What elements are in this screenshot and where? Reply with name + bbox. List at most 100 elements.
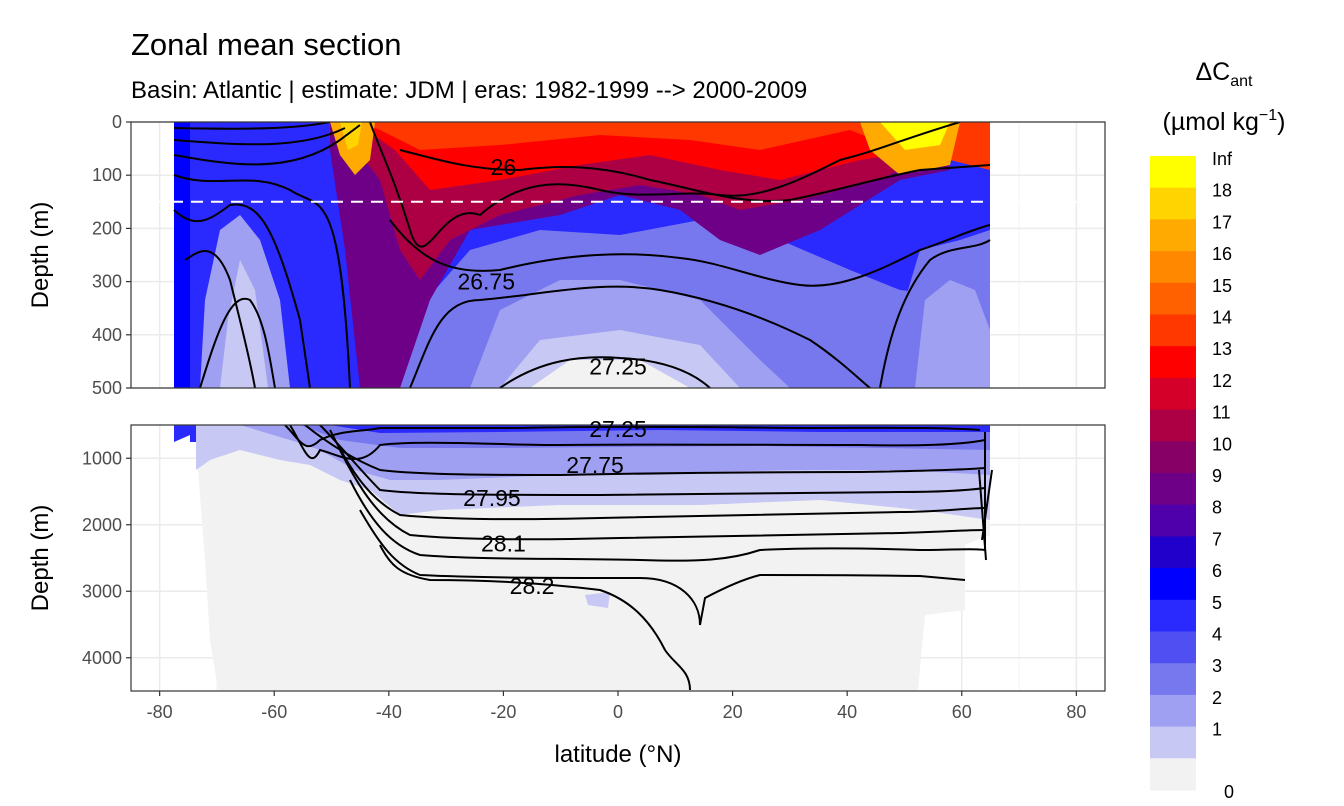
upper-orange-band (360, 122, 990, 170)
legend-title-sub: ant (1230, 73, 1253, 90)
x-tick-label: 20 (723, 702, 743, 722)
legend-label: 16 (1212, 244, 1232, 264)
upper-contour-4 (173, 174, 351, 388)
lower-left-strip (174, 425, 196, 442)
upper-contour-2 (173, 127, 346, 146)
legend-swatch (1150, 504, 1196, 537)
legend-swatch (1150, 282, 1196, 315)
chart-subtitle: Basin: Atlantic | estimate: JDM | eras: … (131, 77, 807, 104)
legend-label: 3 (1212, 656, 1222, 676)
contour-labels: 26 26.75 27.25 27.25 27.75 27.95 28.1 28.2 (457, 154, 646, 599)
y-tick-label: 200 (92, 218, 122, 238)
x-ticks: -80 -60 -40 -20 0 20 40 60 80 (147, 691, 1086, 722)
lower-contour-4 (319, 425, 986, 497)
legend-label: 9 (1212, 466, 1222, 486)
lower-contour-7 (349, 479, 986, 562)
legend-label: 13 (1212, 339, 1232, 359)
upper-left-strip (174, 122, 190, 388)
legend-label: 5 (1212, 593, 1222, 613)
x-tick-label: 60 (952, 702, 972, 722)
lower-contour-9 (379, 544, 691, 691)
y-tick-label: 0 (112, 112, 122, 132)
legend-swatch (1150, 314, 1196, 347)
upper-hotspot-left-core (340, 122, 362, 150)
upper-contour-3 (173, 124, 361, 166)
upper-contour-10 (389, 219, 991, 287)
y-tick-label: 300 (92, 272, 122, 292)
legend-unit-pre: (µmol kg (1163, 108, 1259, 136)
legend-swatch (1150, 663, 1196, 696)
upper-contour-11 (409, 285, 871, 388)
upper-left-lighter (220, 260, 268, 388)
y-axis-title-bottom: Depth (m) (27, 505, 54, 612)
legend-unit-sup: −1 (1259, 107, 1277, 124)
y-tick-label: 3000 (82, 581, 122, 601)
legend-label: 14 (1212, 308, 1232, 328)
legend-title: ΔCant (1195, 58, 1253, 90)
legend-label: 1 (1212, 720, 1222, 740)
y-tick-label: 100 (92, 165, 122, 185)
lower-contour-8 (359, 509, 966, 626)
legend-swatch (1150, 568, 1196, 601)
legend-unit-post: ) (1277, 108, 1285, 136)
legend-unit: (µmol kg−1) (1163, 107, 1286, 136)
upper-hotspot-left (330, 122, 375, 175)
upper-contour-6 (184, 250, 256, 388)
lower-y-ticks: 1000 2000 3000 4000 (82, 448, 131, 668)
legend-label: 17 (1212, 212, 1232, 232)
upper-contour-13 (879, 239, 991, 388)
lower-contour-10 (978, 432, 993, 561)
x-axis-title: latitude (°N) (555, 741, 682, 768)
x-tick-label: 40 (837, 702, 857, 722)
upper-contour-12 (499, 356, 711, 388)
legend-swatch (1150, 726, 1196, 759)
legend-swatch (1150, 156, 1196, 189)
contour-label: 27.25 (589, 354, 647, 380)
legend-swatch (1150, 694, 1196, 728)
contour-label: 28.2 (510, 573, 555, 599)
lower-mid-patch (585, 592, 610, 608)
lower-heatmap (174, 425, 993, 691)
x-tick-label: -20 (490, 702, 516, 722)
y-tick-label: 500 (92, 378, 122, 398)
x-tick-label: 0 (613, 702, 623, 722)
legend-label: 7 (1212, 529, 1222, 549)
upper-center-white (530, 360, 690, 388)
x-tick-label: -80 (147, 702, 173, 722)
upper-contour-8 (369, 122, 961, 248)
legend-label: 15 (1212, 276, 1232, 296)
y-tick-label: 400 (92, 325, 122, 345)
lower-contours (284, 425, 993, 691)
legend-swatch (1150, 599, 1196, 632)
x-tick-label: 80 (1066, 702, 1086, 722)
chart-title: Zonal mean section (131, 27, 402, 62)
upper-contour-9 (399, 149, 991, 202)
contour-label: 27.95 (463, 485, 521, 511)
upper-panel: 0 100 200 300 400 500 (92, 112, 1106, 398)
lower-contour-2 (289, 425, 986, 461)
legend-swatch (1150, 758, 1196, 791)
contour-label: 27.25 (589, 416, 647, 442)
legend-swatch (1150, 377, 1196, 411)
x-tick-label: -40 (376, 702, 402, 722)
x-tick-label: -60 (261, 702, 287, 722)
upper-right-lighter (915, 280, 990, 388)
lower-contour-5 (329, 429, 986, 521)
legend-label: 18 (1212, 181, 1232, 201)
upper-panel-border (130, 121, 1106, 389)
legend-label: 8 (1212, 498, 1222, 518)
lower-panel: 1000 2000 3000 4000 -80 -60 -40 -20 0 20 40 60 80 (82, 424, 1106, 722)
legend-swatch (1150, 473, 1196, 506)
legend-label: 6 (1212, 561, 1222, 581)
legend-title-main: ΔC (1195, 58, 1230, 86)
lower-contour-3 (304, 425, 986, 477)
lower-contour-1 (284, 425, 981, 448)
contour-label: 26 (491, 154, 517, 180)
legend-swatch (1150, 187, 1196, 220)
y-axis-title-top: Depth (m) (27, 202, 54, 309)
legend-swatch (1150, 219, 1196, 252)
upper-heatmap (131, 122, 1105, 388)
upper-contours (173, 122, 991, 388)
